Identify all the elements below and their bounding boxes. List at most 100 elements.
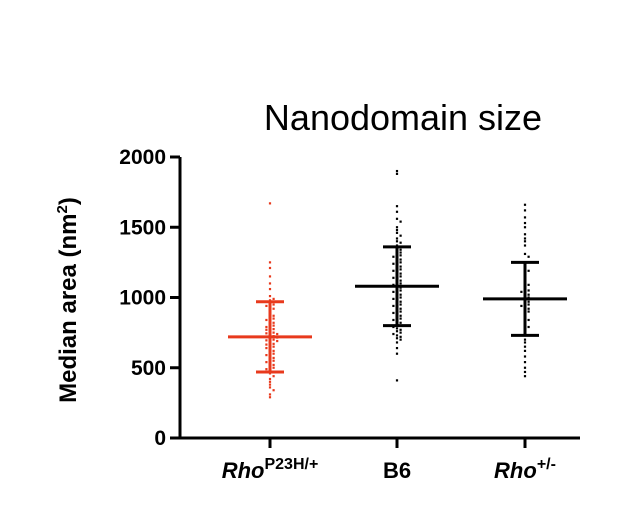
data-point (272, 317, 275, 320)
data-point (272, 321, 275, 324)
data-point (523, 361, 527, 364)
data-point (392, 290, 395, 293)
data-point (523, 355, 527, 358)
y-tick-label: 1500 (119, 216, 166, 239)
y-tick-label: 0 (154, 427, 166, 450)
data-point (276, 339, 279, 343)
data-point (272, 303, 275, 306)
x-tick-label: Rho+/- (494, 456, 556, 483)
data-point (276, 332, 279, 336)
data-point (272, 389, 275, 392)
data-point (272, 307, 275, 310)
data-point (399, 220, 402, 223)
x-tick-label-main: B6 (383, 458, 411, 483)
data-point (395, 379, 399, 382)
data-point (272, 297, 275, 300)
data-point (399, 258, 402, 261)
y-tick-label: 2000 (119, 146, 166, 169)
data-point (399, 289, 402, 292)
data-point (399, 261, 402, 264)
data-point (395, 210, 399, 213)
data-point (268, 377, 272, 381)
data-point (395, 217, 399, 220)
y-tick-label: 1000 (119, 287, 166, 310)
x-tick-label: B6 (383, 458, 411, 483)
data-point (395, 330, 399, 333)
data-point (395, 346, 399, 350)
data-point (272, 359, 275, 362)
data-point (272, 375, 275, 378)
data-point (399, 279, 402, 282)
data-point (523, 221, 527, 225)
data-point (268, 266, 272, 270)
data-point (265, 328, 268, 331)
y-axis-label-sup: 2 (54, 205, 71, 213)
data-point (523, 366, 527, 369)
data-point (272, 366, 275, 369)
data-point (265, 304, 268, 308)
data-point (272, 349, 275, 352)
data-point (272, 324, 275, 327)
data-point (523, 226, 527, 229)
data-point (527, 293, 530, 296)
data-point (520, 304, 523, 308)
x-tick-label: RhoP23H/+ (222, 456, 319, 483)
data-point (399, 307, 402, 310)
y-ticks: 0 500 1000 1500 2000 (119, 146, 180, 450)
data-point (395, 341, 399, 344)
x-tick-label-main: Rho (494, 458, 537, 483)
y-axis-label: Median area (nm2) (54, 197, 82, 403)
data-point (395, 172, 399, 175)
data-point (395, 231, 399, 234)
data-point (399, 300, 402, 303)
data-point (399, 338, 402, 341)
data-point (399, 282, 402, 285)
data-point (399, 310, 402, 313)
data-point (268, 202, 272, 205)
data-point (527, 310, 530, 313)
data-point (399, 335, 402, 338)
data-point (527, 318, 530, 322)
data-point (523, 216, 527, 219)
data-point (395, 337, 399, 340)
data-point (272, 352, 275, 355)
data-point (527, 303, 530, 306)
x-ticks: RhoP23H/+ B6 Rho+/- (222, 438, 556, 483)
data-point (272, 314, 275, 317)
data-point (523, 244, 527, 247)
data-point (399, 275, 402, 278)
data-point (395, 334, 399, 337)
chart-title: Nanodomain size (264, 97, 542, 138)
data-point (392, 332, 395, 336)
data-point (392, 297, 395, 300)
data-point (523, 233, 527, 236)
data-point (395, 228, 399, 232)
data-point (523, 252, 527, 256)
data-point (265, 346, 268, 350)
data-point (265, 343, 268, 346)
data-point (399, 303, 402, 306)
data-point (399, 272, 402, 275)
data-point (395, 240, 399, 243)
data-point (265, 368, 268, 371)
data-point (523, 209, 527, 212)
y-axis-label-end: ) (55, 197, 82, 205)
data-point (395, 205, 399, 208)
y-tick-label: 500 (131, 357, 166, 380)
data-point (265, 318, 268, 322)
data-point (523, 370, 527, 374)
data-point (268, 275, 272, 278)
data-point (527, 283, 530, 286)
data-point (268, 261, 272, 264)
data-point (523, 237, 527, 240)
data-point (527, 307, 530, 310)
data-point (268, 386, 272, 389)
data-point (265, 332, 268, 335)
data-point (272, 356, 275, 360)
data-point (272, 363, 275, 367)
data-point (399, 265, 402, 268)
data-point (527, 300, 530, 303)
data-point (527, 255, 530, 258)
data-point (399, 317, 402, 320)
data-point (392, 304, 395, 308)
